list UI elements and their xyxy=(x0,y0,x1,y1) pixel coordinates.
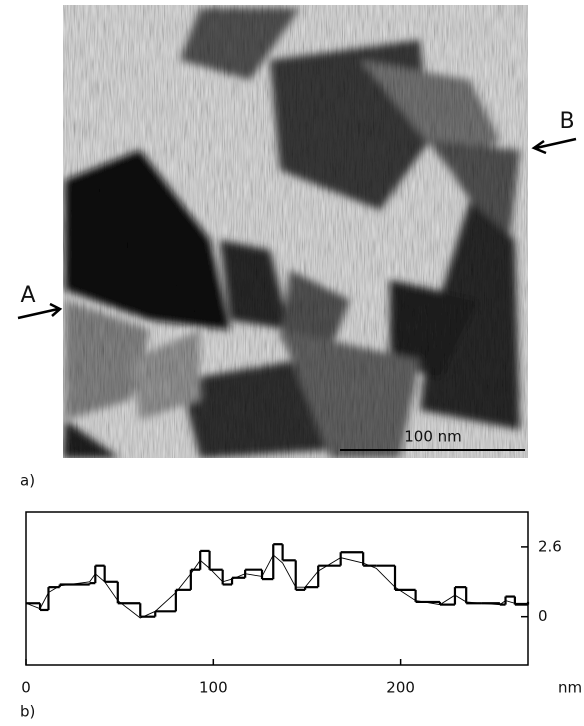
panel-label: a) xyxy=(20,472,35,490)
panel-label: b) xyxy=(20,703,35,721)
step-riser xyxy=(38,544,530,617)
scale-bar-label: 100 nm xyxy=(404,428,462,446)
x-tick-label: 200 xyxy=(386,679,415,697)
x-axis-label: nm xyxy=(558,679,582,697)
arrow xyxy=(531,137,577,155)
stm-image xyxy=(63,5,528,458)
y-tick-label: 0 xyxy=(538,607,548,625)
plot-frame xyxy=(25,511,529,666)
marker-label: B xyxy=(559,109,574,134)
x-tick-label: 100 xyxy=(199,679,228,697)
marker-label: A xyxy=(20,283,35,308)
x-tick-label: 0 xyxy=(21,679,31,697)
arrow xyxy=(17,302,63,320)
y-tick-label: 2.6 xyxy=(538,537,562,555)
profile-line xyxy=(25,554,528,619)
